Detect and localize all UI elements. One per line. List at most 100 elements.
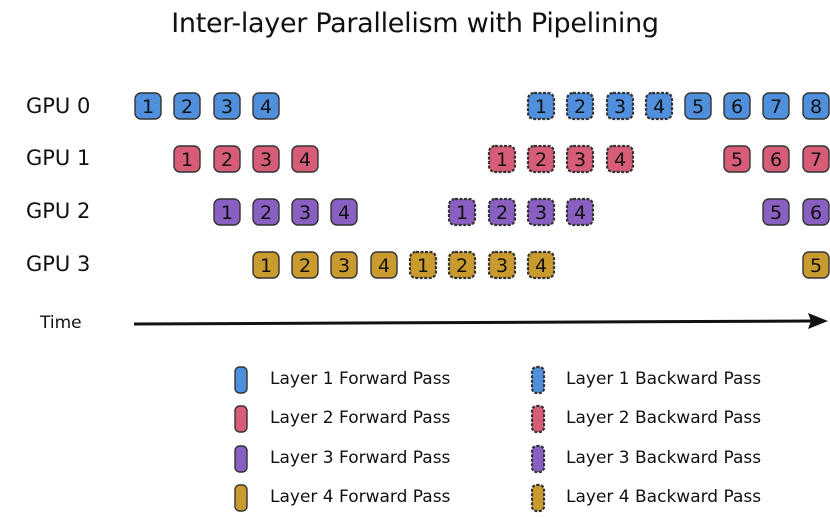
gpu-3-forward-block-4-shape bbox=[370, 251, 398, 279]
legend-swatch-layer-4-backward bbox=[530, 483, 546, 513]
gpu-1-backward-block-4-label: 4 bbox=[614, 149, 626, 171]
gpu-3-backward-block-1-label: 1 bbox=[417, 255, 429, 277]
legend-label-layer-3-forward: Layer 3 Forward Pass bbox=[270, 448, 451, 468]
gpu-2-forward-block-4-shape bbox=[330, 198, 358, 226]
gpu-1-backward-block-3-shape bbox=[565, 144, 595, 174]
gpu-3-forward-block-4-label: 4 bbox=[378, 255, 390, 277]
legend-swatch-layer-2-backward bbox=[530, 404, 546, 434]
gpu-3-forward-block-1: 1 bbox=[252, 251, 280, 279]
gpu-0-forward-block-7-label: 7 bbox=[770, 96, 782, 118]
legend-swatch-layer-3-forward bbox=[234, 445, 248, 473]
gpu-3-forward-block-3-shape bbox=[330, 251, 358, 279]
gpu-3-forward-block-1-shape bbox=[252, 251, 280, 279]
gpu-3-backward-block-3-label: 3 bbox=[496, 255, 508, 277]
legend-swatch-layer-1-forward bbox=[234, 366, 248, 394]
gpu-0-forward-block-6-shape bbox=[723, 92, 751, 120]
gpu-1-forward-block-6-shape bbox=[762, 145, 790, 173]
gpu-2-backward-block-2-label: 2 bbox=[496, 202, 508, 224]
gpu-1-backward-block-1: 1 bbox=[487, 144, 517, 174]
legend-label-layer-4-backward: Layer 4 Backward Pass bbox=[566, 487, 762, 507]
time-axis-label: Time bbox=[40, 313, 82, 333]
time-arrow-line bbox=[133, 319, 813, 326]
gpu-0-forward-block-4: 4 bbox=[252, 92, 280, 120]
gpu-3-backward-block-1: 1 bbox=[408, 250, 438, 280]
gpu-2-forward-block-3-label: 3 bbox=[299, 202, 311, 224]
gpu-3-backward-block-4: 4 bbox=[526, 250, 556, 280]
gpu-0-forward-block-3: 3 bbox=[213, 92, 241, 120]
time-arrow bbox=[133, 313, 828, 329]
gpu-0-forward-block-5-label: 5 bbox=[692, 96, 704, 118]
gpu-3-backward-block-2: 2 bbox=[447, 250, 477, 280]
legend-swatch-layer-2-backward-shape bbox=[530, 404, 546, 434]
gpu-0-label: GPU 0 bbox=[26, 94, 91, 118]
gpu-1-backward-block-2-shape bbox=[526, 144, 556, 174]
legend-swatch-layer-4-backward-shape bbox=[530, 483, 546, 513]
pipeline-blocks: 1 2 3 4 1 2 3 4 5 6 7 8 1 2 3 4 1 2 3 4 5 6 7 1 2 3 4 1 2 3 4 5 6 1 2 3 4 1 2 3… bbox=[134, 91, 830, 280]
gpu-1-forward-block-4-shape bbox=[291, 145, 319, 173]
gpu-3-forward-block-2: 2 bbox=[291, 251, 319, 279]
gpu-0-backward-block-4-shape bbox=[644, 91, 674, 121]
gpu-0-forward-block-2-shape bbox=[173, 92, 201, 120]
gpu-1-forward-block-7-shape bbox=[802, 145, 830, 173]
gpu-0-forward-block-4-shape bbox=[252, 92, 280, 120]
legend-swatch-layer-3-backward-shape bbox=[530, 444, 546, 474]
gpu-1-forward-block-6: 6 bbox=[762, 145, 790, 173]
time-arrow-head bbox=[808, 313, 828, 329]
diagram-title: Inter-layer Parallelism with Pipelining bbox=[171, 8, 659, 39]
gpu-1-forward-block-2: 2 bbox=[213, 145, 241, 173]
gpu-1-forward-block-3: 3 bbox=[252, 145, 280, 173]
gpu-1-forward-block-5-shape bbox=[723, 145, 751, 173]
gpu-2-backward-block-4: 4 bbox=[565, 197, 595, 227]
gpu-3-backward-block-2-label: 2 bbox=[456, 255, 468, 277]
gpu-0-backward-block-1: 1 bbox=[526, 91, 556, 121]
legend-swatch-layer-1-backward-shape bbox=[530, 365, 546, 395]
gpu-0-forward-block-5: 5 bbox=[684, 92, 712, 120]
legend-swatch-layer-1-backward bbox=[530, 365, 546, 395]
gpu-1-forward-block-7: 7 bbox=[802, 145, 830, 173]
gpu-3-forward-block-3: 3 bbox=[330, 251, 358, 279]
gpu-3-label: GPU 3 bbox=[26, 252, 91, 276]
gpu-0-backward-block-1-shape bbox=[526, 91, 556, 121]
gpu-2-forward-block-1-label: 1 bbox=[221, 202, 233, 224]
gpu-0-forward-block-2-label: 2 bbox=[181, 96, 193, 118]
gpu-2-forward-block-2-shape bbox=[252, 198, 280, 226]
gpu-2-label: GPU 2 bbox=[26, 199, 91, 223]
gpu-3-forward-block-3-label: 3 bbox=[338, 255, 350, 277]
legend-swatch-layer-2-forward bbox=[234, 405, 248, 433]
legend-swatch-layer-1-forward-shape bbox=[234, 366, 248, 394]
gpu-1-forward-block-4: 4 bbox=[291, 145, 319, 173]
gpu-3-backward-block-3-shape bbox=[487, 250, 517, 280]
gpu-2-backward-block-3: 3 bbox=[526, 197, 556, 227]
gpu-3-backward-block-4-shape bbox=[526, 250, 556, 280]
gpu-3-backward-block-3: 3 bbox=[487, 250, 517, 280]
gpu-0-backward-block-4: 4 bbox=[644, 91, 674, 121]
gpu-2-forward-block-1: 1 bbox=[213, 198, 241, 226]
gpu-2-backward-block-4-label: 4 bbox=[574, 202, 586, 224]
legend-label-layer-4-forward: Layer 4 Forward Pass bbox=[270, 487, 451, 507]
gpu-3-forward-block-1-label: 1 bbox=[260, 255, 272, 277]
gpu-0-forward-block-1-shape bbox=[134, 92, 162, 120]
gpu-2-forward-block-3: 3 bbox=[291, 198, 319, 226]
gpu-3-backward-block-4-label: 4 bbox=[535, 255, 547, 277]
gpu-0-forward-block-4-label: 4 bbox=[260, 96, 272, 118]
gpu-3-backward-block-2-shape bbox=[447, 250, 477, 280]
gpu-1-backward-block-2: 2 bbox=[526, 144, 556, 174]
gpu-0-forward-block-8-label: 8 bbox=[810, 96, 822, 118]
gpu-1-forward-block-5: 5 bbox=[723, 145, 751, 173]
gpu-1-backward-block-1-shape bbox=[487, 144, 517, 174]
gpu-2-forward-block-4-label: 4 bbox=[338, 202, 350, 224]
gpu-3-backward-block-1-shape bbox=[408, 250, 438, 280]
gpu-0-forward-block-6: 6 bbox=[723, 92, 751, 120]
gpu-2-forward-block-5: 5 bbox=[762, 198, 790, 226]
gpu-1-forward-block-4-label: 4 bbox=[299, 149, 311, 171]
gpu-0-forward-block-1: 1 bbox=[134, 92, 162, 120]
gpu-2-forward-block-2-label: 2 bbox=[260, 202, 272, 224]
gpu-0-forward-block-7-shape bbox=[762, 92, 790, 120]
gpu-1-label: GPU 1 bbox=[26, 146, 91, 170]
legend-label-layer-1-backward: Layer 1 Backward Pass bbox=[566, 369, 762, 389]
gpu-2-backward-block-2: 2 bbox=[487, 197, 517, 227]
gpu-1-backward-block-4-shape bbox=[605, 144, 635, 174]
gpu-0-forward-block-5-shape bbox=[684, 92, 712, 120]
gpu-2-backward-block-4-shape bbox=[565, 197, 595, 227]
